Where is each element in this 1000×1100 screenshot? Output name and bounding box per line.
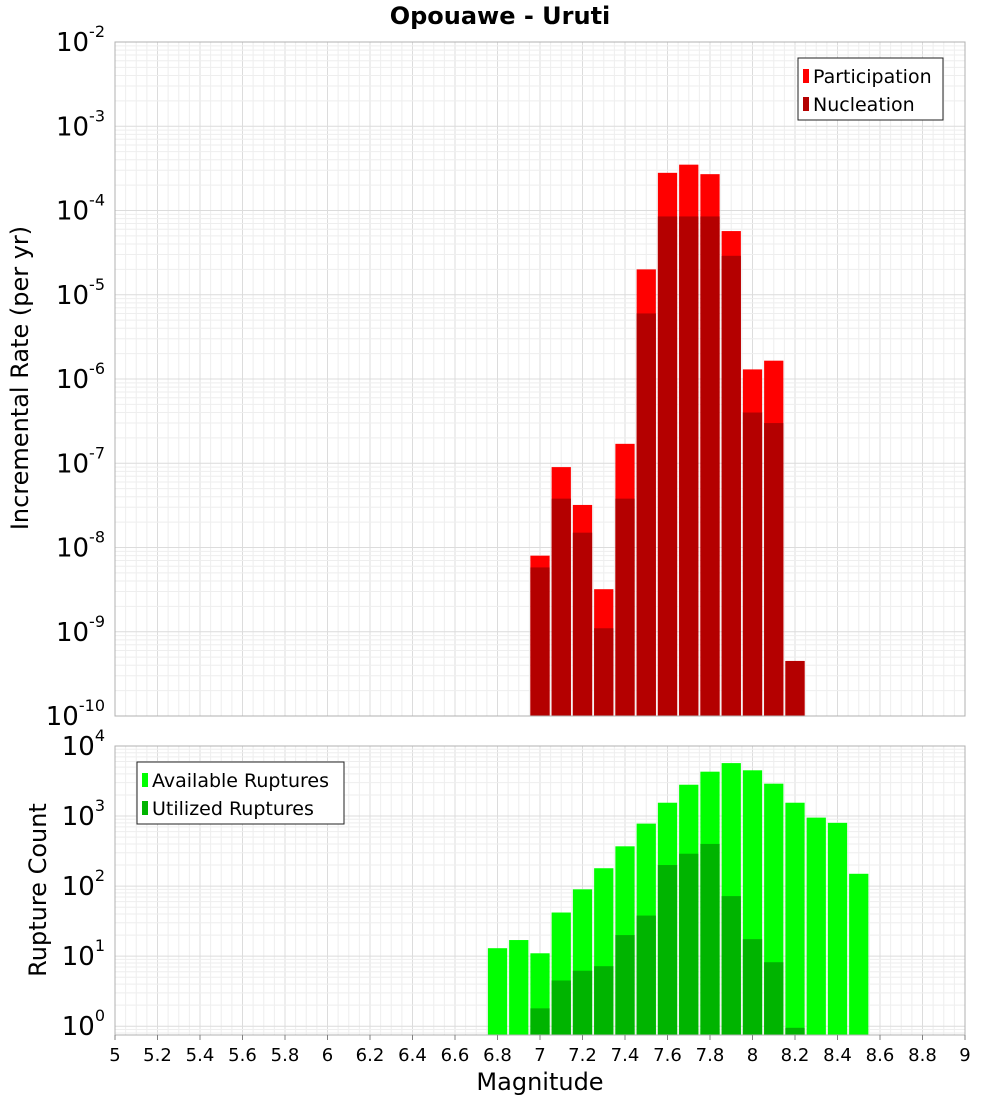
x-tick-label: 6.6 bbox=[441, 1045, 470, 1066]
bottom-bar-utilized-ruptures bbox=[657, 865, 678, 1035]
x-tick-label: 6.8 bbox=[483, 1045, 512, 1066]
x-tick-label: 7.4 bbox=[611, 1045, 640, 1066]
bottom-legend-swatch-available-ruptures bbox=[142, 773, 148, 787]
x-tick-label: 5.2 bbox=[143, 1045, 172, 1066]
x-tick-label: 8.6 bbox=[866, 1045, 895, 1066]
x-tick-label: 5.4 bbox=[186, 1045, 215, 1066]
top-bar-nucleation bbox=[657, 216, 678, 716]
bottom-bar-available-ruptures bbox=[849, 873, 869, 1035]
x-tick-label: 6 bbox=[322, 1045, 333, 1066]
x-tick-label: 8.8 bbox=[908, 1045, 937, 1066]
bottom-bar-utilized-ruptures bbox=[721, 896, 741, 1035]
top-bar-nucleation bbox=[742, 412, 763, 716]
bottom-bar-utilized-ruptures bbox=[636, 915, 656, 1035]
bottom-bar-utilized-ruptures bbox=[764, 962, 784, 1035]
top-legend-label-participation: Participation bbox=[813, 66, 932, 88]
top-y-tick-label: 10-4 bbox=[56, 191, 105, 227]
x-tick-label: 7.6 bbox=[653, 1045, 682, 1066]
top-plot-frame bbox=[114, 41, 966, 717]
chart-title: Opouawe - Uruti bbox=[390, 2, 611, 30]
top-y-tick-label: 10-2 bbox=[56, 22, 105, 58]
bottom-bar-available-ruptures bbox=[487, 948, 508, 1035]
rupture-count-plot: 100 101 102 103 104 Available Ruptures Utilize… bbox=[62, 726, 971, 1066]
bottom-bar-available-ruptures bbox=[509, 940, 529, 1035]
top-bar-nucleation bbox=[636, 313, 656, 716]
top-y-tick-label: 10-6 bbox=[56, 359, 105, 395]
bottom-bar-utilized-ruptures bbox=[530, 1008, 550, 1035]
x-tick-label: 9 bbox=[959, 1045, 970, 1066]
x-tick-label: 6.2 bbox=[356, 1045, 385, 1066]
x-axis-label: Magnitude bbox=[476, 1068, 603, 1096]
bottom-y-tick-label: 101 bbox=[62, 936, 105, 972]
bottom-legend-swatch-utilized-ruptures bbox=[142, 801, 148, 815]
x-tick-label: 8 bbox=[747, 1045, 758, 1066]
x-tick-label: 8.4 bbox=[823, 1045, 852, 1066]
bottom-y-tick-label: 104 bbox=[62, 726, 105, 762]
top-bar-nucleation bbox=[679, 216, 699, 716]
bottom-bar-available-ruptures bbox=[785, 802, 805, 1035]
x-tick-label: 7.8 bbox=[696, 1045, 725, 1066]
bottom-legend-label-available-ruptures: Available Ruptures bbox=[152, 770, 329, 792]
top-y-tick-label: 10-3 bbox=[56, 106, 105, 142]
x-tick-label: 7.2 bbox=[568, 1045, 597, 1066]
top-legend-label-nucleation: Nucleation bbox=[813, 94, 915, 116]
top-y-tick-label: 10-9 bbox=[56, 612, 105, 648]
top-bar-nucleation bbox=[785, 660, 805, 716]
bottom-bar-utilized-ruptures bbox=[742, 939, 763, 1035]
top-legend-swatch-participation bbox=[803, 69, 809, 83]
incremental-rate-plot: 10-10 10-9 10-8 10-7 10-6 10-5 10-4 10-3 10-2 Par… bbox=[46, 22, 966, 732]
bottom-bar-utilized-ruptures bbox=[700, 843, 720, 1035]
top-bar-nucleation bbox=[764, 423, 784, 716]
bottom-bar-utilized-ruptures bbox=[551, 980, 571, 1035]
bottom-bar-utilized-ruptures bbox=[679, 853, 699, 1035]
bottom-bar-utilized-ruptures bbox=[572, 970, 593, 1035]
top-bar-nucleation bbox=[721, 255, 741, 716]
bottom-legend-label-utilized-ruptures: Utilized Ruptures bbox=[152, 798, 314, 820]
top-bar-nucleation bbox=[700, 216, 720, 716]
x-tick-label: 5 bbox=[109, 1045, 120, 1066]
bottom-y-tick-label: 102 bbox=[62, 866, 105, 902]
x-tick-label: 5.6 bbox=[228, 1045, 257, 1066]
x-tick-label: 8.2 bbox=[781, 1045, 810, 1066]
bottom-bar-utilized-ruptures bbox=[594, 966, 614, 1035]
top-bar-nucleation bbox=[572, 532, 593, 716]
bottom-bar-available-ruptures bbox=[827, 822, 848, 1035]
top-y-tick-label: 10-5 bbox=[56, 275, 105, 311]
x-tick-label: 6.4 bbox=[398, 1045, 427, 1066]
top-bar-nucleation bbox=[551, 498, 571, 716]
x-tick-label: 7 bbox=[534, 1045, 545, 1066]
top-y-tick-label: 10-7 bbox=[56, 443, 105, 479]
top-bar-nucleation bbox=[594, 628, 614, 716]
top-legend-swatch-nucleation bbox=[803, 97, 809, 111]
bottom-y-axis-label: Rupture Count bbox=[24, 803, 52, 977]
bottom-y-tick-label: 100 bbox=[62, 1006, 105, 1042]
bottom-bar-utilized-ruptures bbox=[615, 935, 635, 1035]
x-tick-label: 5.8 bbox=[271, 1045, 300, 1066]
bottom-bar-available-ruptures bbox=[806, 817, 826, 1035]
bottom-bar-utilized-ruptures bbox=[785, 1027, 805, 1035]
top-y-tick-label: 10-8 bbox=[56, 528, 105, 564]
top-bar-nucleation bbox=[530, 567, 550, 716]
bottom-y-tick-label: 103 bbox=[62, 796, 105, 832]
top-bar-nucleation bbox=[615, 498, 635, 716]
top-y-tick-label: 10-10 bbox=[46, 696, 105, 732]
top-y-axis-label: Incremental Rate (per yr) bbox=[6, 226, 34, 530]
top-legend-box bbox=[797, 57, 944, 121]
bottom-legend-box bbox=[136, 761, 345, 825]
